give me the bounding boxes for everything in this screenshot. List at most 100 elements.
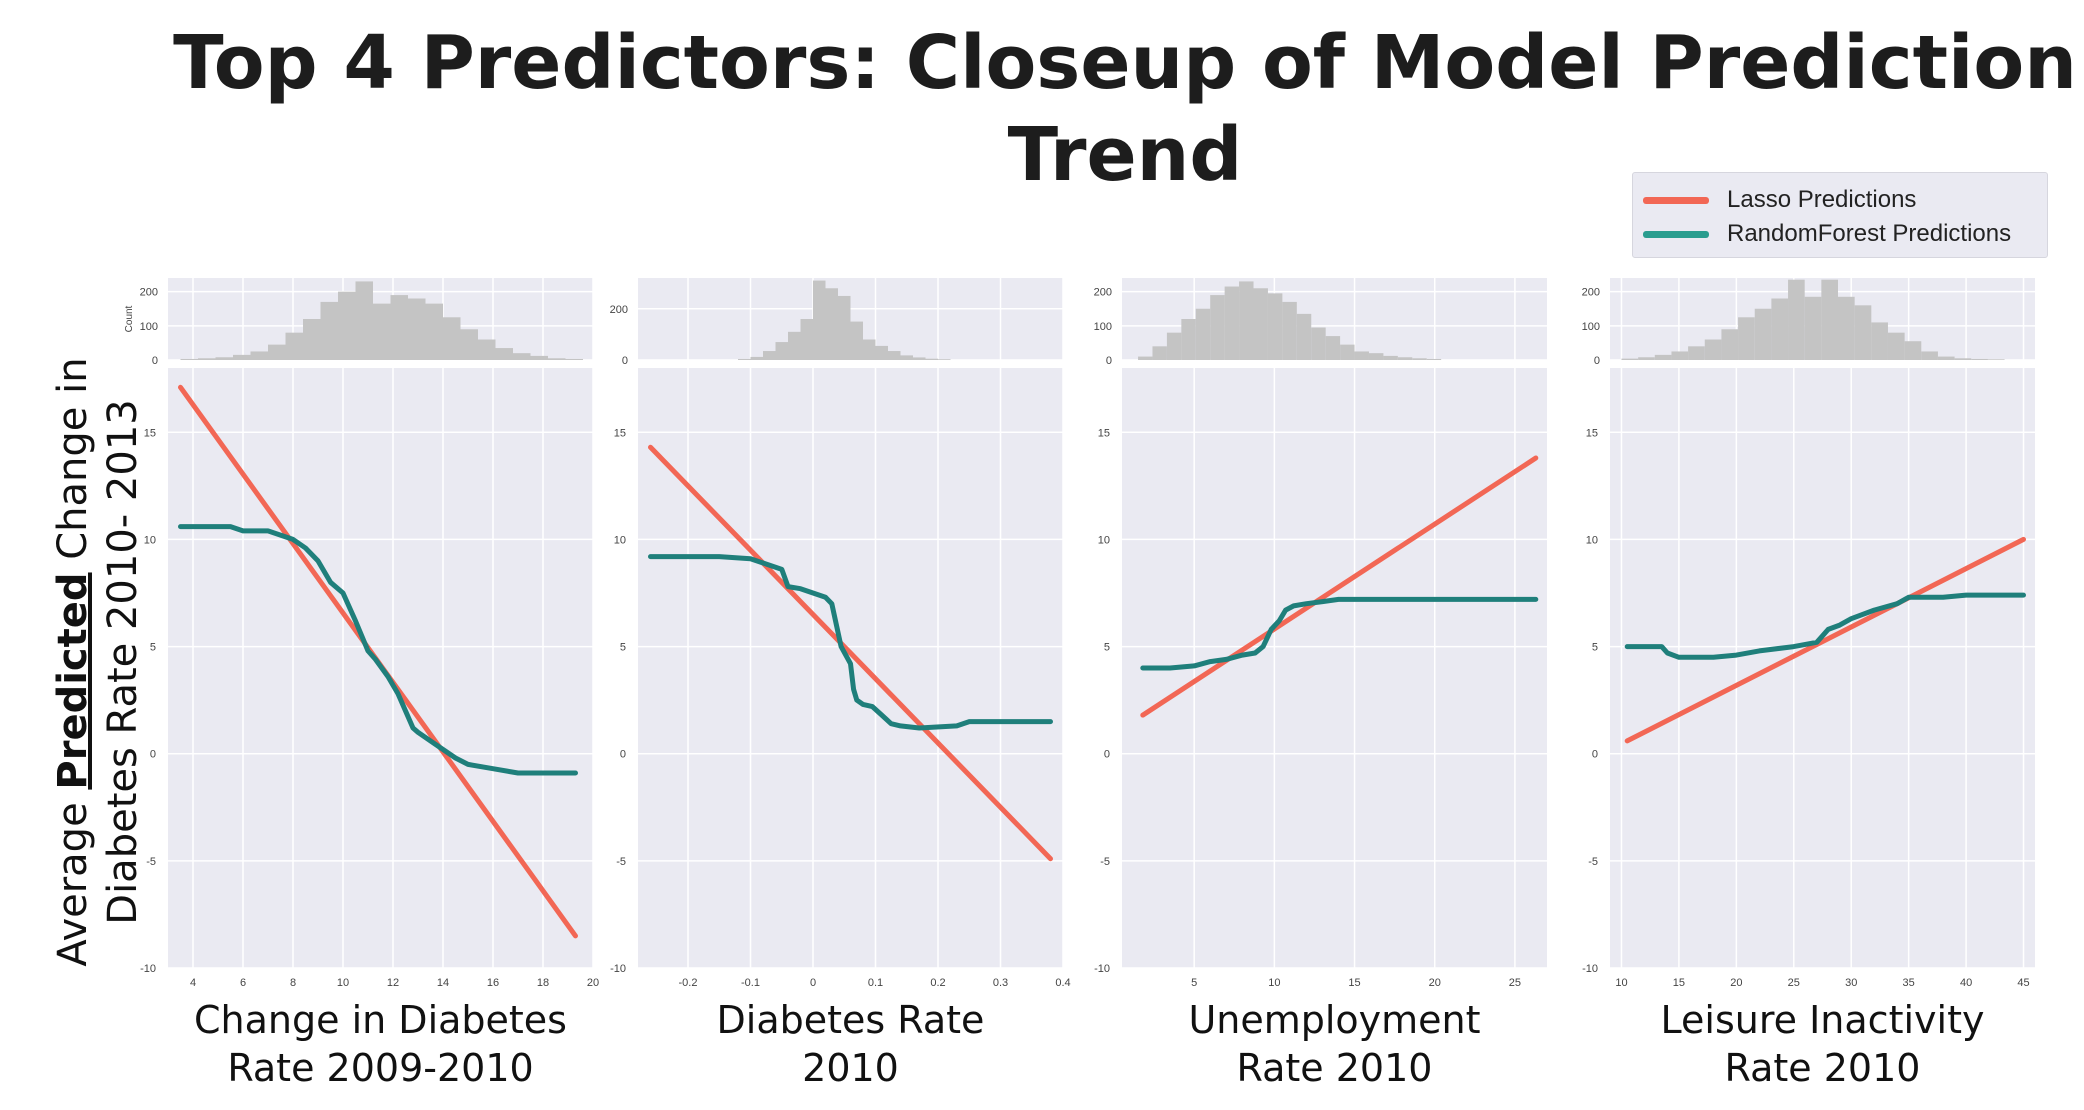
legend-label-randomforest: RandomForest Predictions bbox=[1727, 220, 2012, 247]
x-axis-title-4: Leisure Inactivity Rate 2010 bbox=[1603, 996, 2043, 1092]
x-tick-label: 8 bbox=[290, 977, 296, 989]
hist-bar bbox=[443, 317, 461, 360]
x-tick-label: 25 bbox=[1509, 977, 1521, 989]
y-tick-label: 5 bbox=[620, 642, 626, 654]
chart-panel-2: 0 200 -0.2 -0.1 0 0.1 0.2 0.3 0.4 -10 -5 0 5 10 15 bbox=[610, 278, 1071, 989]
x-tick-label: 30 bbox=[1845, 977, 1857, 989]
x-tick-label: 0.4 bbox=[1055, 977, 1070, 989]
hist-tick-label: 100 bbox=[1094, 321, 1112, 333]
y-tick-label: -10 bbox=[140, 963, 156, 975]
hist-bar bbox=[1921, 351, 1938, 360]
hist-bar bbox=[838, 295, 851, 360]
hist-bar bbox=[250, 351, 268, 360]
x-axis-title-line-1: Unemployment bbox=[1188, 998, 1481, 1042]
x-tick-label: 20 bbox=[587, 977, 599, 989]
hist-bar bbox=[925, 358, 938, 360]
hist-bar bbox=[1954, 358, 1972, 360]
hist-bar bbox=[1738, 317, 1755, 360]
chart-panel-1: 0 100 200 Count 4 6 8 10 12 14 16 18 20 -10 -5 0 5 10 15 bbox=[124, 278, 599, 989]
legend-item-lasso: Lasso Predictions bbox=[1643, 185, 1916, 215]
hist-bar bbox=[303, 319, 321, 360]
hist-bar bbox=[800, 319, 813, 360]
hist-bar bbox=[763, 351, 776, 360]
chart-panel-4: 0 100 200 10 15 20 25 30 35 40 45 -10 -5 0 5 10 15 bbox=[1582, 278, 2035, 989]
hist-bar bbox=[1296, 313, 1312, 360]
hist-bar bbox=[1754, 308, 1772, 360]
x-tick-label: 15 bbox=[1348, 977, 1360, 989]
x-tick-label: 15 bbox=[1673, 977, 1685, 989]
hist-tick-label: 0 bbox=[622, 355, 628, 367]
x-tick-label: 40 bbox=[1960, 977, 1972, 989]
x-tick-label: 20 bbox=[1730, 977, 1742, 989]
hist-bar bbox=[775, 342, 788, 360]
hist-tick-label: 0 bbox=[1106, 355, 1112, 367]
hist-y-label: Count bbox=[124, 305, 135, 332]
x-tick-label: 0 bbox=[810, 977, 816, 989]
y-tick-label: -10 bbox=[1582, 963, 1598, 975]
x-tick-label: 12 bbox=[387, 977, 399, 989]
hist-bar bbox=[1788, 279, 1805, 360]
legend-swatch-randomforest bbox=[1643, 230, 1709, 238]
x-tick-label: -0.1 bbox=[741, 977, 760, 989]
y-tick-label: 15 bbox=[614, 427, 626, 439]
hist-bar bbox=[1166, 332, 1182, 360]
hist-tick-label: 200 bbox=[1582, 287, 1600, 299]
hist-bar bbox=[1721, 329, 1739, 360]
randomforest-line bbox=[648, 554, 1053, 731]
hist-bar bbox=[1688, 346, 1705, 360]
hist-bar bbox=[1821, 279, 1839, 360]
hist-bar bbox=[513, 353, 531, 360]
y-tick-label: -5 bbox=[616, 856, 626, 868]
hist-bar bbox=[738, 358, 751, 360]
hist-bar bbox=[863, 339, 876, 360]
x-tick-label: 10 bbox=[337, 977, 349, 989]
hist-bar bbox=[913, 357, 926, 360]
hist-bar bbox=[938, 359, 951, 360]
hist-bar bbox=[875, 345, 888, 360]
hist-bar bbox=[1971, 358, 1988, 360]
hist-bar bbox=[548, 358, 566, 360]
hist-bar bbox=[1621, 358, 1639, 360]
x-tick-label: 35 bbox=[1903, 977, 1915, 989]
hist-bar bbox=[1368, 353, 1384, 360]
lasso-line bbox=[1140, 455, 1539, 718]
hist-bar bbox=[198, 358, 216, 360]
x-axis-title-line-2: Rate 2010 bbox=[1724, 1046, 1921, 1090]
hist-bar bbox=[900, 355, 913, 360]
legend-item-randomforest: RandomForest Predictions bbox=[1643, 219, 2011, 249]
x-axis-title-line-2: Rate 2009-2010 bbox=[227, 1046, 534, 1090]
hist-bar bbox=[285, 332, 303, 360]
hist-bar bbox=[355, 281, 373, 360]
y-tick-label: 5 bbox=[1592, 642, 1598, 654]
y-tick-label: -10 bbox=[610, 963, 626, 975]
y-tick-label: 0 bbox=[620, 749, 626, 761]
hist-tick-label: 100 bbox=[1582, 321, 1600, 333]
x-tick-label: 4 bbox=[190, 977, 196, 989]
randomforest-line bbox=[1140, 596, 1539, 671]
hist-bar bbox=[1354, 351, 1369, 360]
legend-label-lasso: Lasso Predictions bbox=[1727, 186, 1917, 213]
hist-bar bbox=[425, 303, 443, 360]
hist-bar bbox=[1987, 359, 2005, 360]
hist-bar bbox=[390, 295, 408, 360]
hist-bar bbox=[1311, 327, 1326, 360]
hist-bar bbox=[180, 358, 198, 360]
hist-bar bbox=[320, 301, 338, 360]
x-tick-label: 0.3 bbox=[993, 977, 1008, 989]
title-line-1: Top 4 Predictors: Closeup of Model Predi… bbox=[173, 20, 2077, 106]
hist-bar bbox=[813, 280, 826, 360]
hist-bar bbox=[233, 354, 251, 360]
hist-bar bbox=[495, 348, 513, 360]
hist-tick-label: 100 bbox=[140, 321, 158, 333]
y-tick-label: -10 bbox=[1094, 963, 1110, 975]
hist-bar bbox=[1325, 336, 1341, 360]
y-tick-label: 0 bbox=[1104, 749, 1110, 761]
x-tick-label: 18 bbox=[537, 977, 549, 989]
x-tick-label: 16 bbox=[487, 977, 499, 989]
hist-bar bbox=[1224, 286, 1240, 360]
x-tick-label: 6 bbox=[240, 977, 246, 989]
hist-bar bbox=[1804, 296, 1822, 360]
x-tick-label: -0.2 bbox=[679, 977, 698, 989]
hist-bar bbox=[1426, 358, 1442, 360]
